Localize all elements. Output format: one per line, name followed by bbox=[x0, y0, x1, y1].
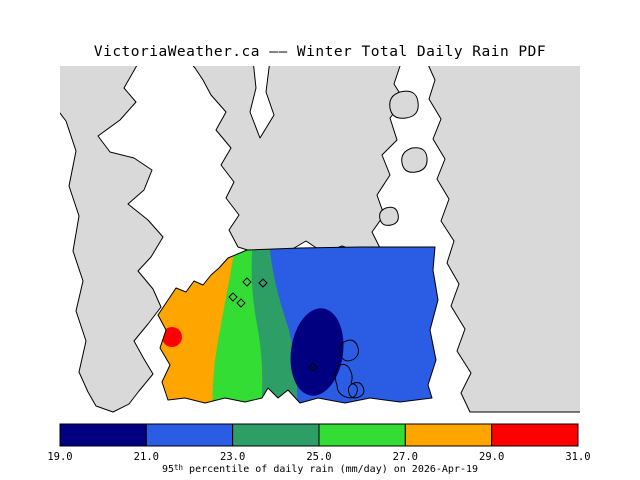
colorbar-frame bbox=[59, 423, 579, 447]
island-mid bbox=[401, 147, 428, 173]
colorbar-segment-21-23 bbox=[145, 423, 234, 447]
landmass-west bbox=[60, 66, 164, 413]
colorbar-caption: 95th percentile of daily rain (mm/day) o… bbox=[162, 463, 478, 475]
caption-rest: percentile of daily rain (mm/day) on 202… bbox=[183, 464, 478, 475]
lake-outlines bbox=[334, 339, 365, 399]
station-diamond-marker bbox=[242, 277, 252, 287]
caption-superscript: th bbox=[174, 463, 183, 472]
colorbar-segment-27-29 bbox=[404, 423, 493, 447]
lake-outline bbox=[334, 363, 358, 399]
colorbar-tick-label: 29.0 bbox=[479, 451, 504, 463]
colorbar-tick-label: 21.0 bbox=[134, 451, 159, 463]
colorbar-segment-25-27 bbox=[318, 423, 406, 447]
colorbar-segment-29-31 bbox=[491, 423, 579, 447]
colorbar-tick-label: 31.0 bbox=[565, 451, 590, 463]
colorbar-tick-label: 23.0 bbox=[220, 451, 245, 463]
plot-title: VictoriaWeather.ca —— Winter Total Daily… bbox=[94, 44, 546, 60]
landmass-peninsula bbox=[192, 66, 405, 254]
contour-min-pocket-19-21 bbox=[290, 308, 344, 396]
inlet-notch bbox=[249, 66, 275, 139]
station-diamond-marker bbox=[236, 298, 246, 308]
colorbar: 19.0 21.0 23.0 25.0 27.0 29.0 31.0 95th … bbox=[47, 423, 591, 475]
colorbar-segment-19-21 bbox=[59, 423, 147, 447]
caption-prefix: 95 bbox=[162, 464, 174, 475]
island-small bbox=[379, 206, 399, 226]
colorbar-segment-23-25 bbox=[232, 423, 320, 447]
colorbar-tick-label: 19.0 bbox=[47, 451, 72, 463]
contour-max-29-31 bbox=[162, 327, 182, 347]
colorbar-tick-labels: 19.0 21.0 23.0 25.0 27.0 29.0 31.0 bbox=[47, 451, 590, 463]
land-group bbox=[60, 66, 580, 413]
map-area bbox=[60, 66, 580, 413]
lake-outline bbox=[339, 339, 359, 362]
colorbar-tick-label: 27.0 bbox=[393, 451, 418, 463]
colorbar-tick-label: 25.0 bbox=[306, 451, 331, 463]
lake-outline bbox=[347, 382, 365, 399]
landmass-east bbox=[428, 66, 580, 413]
station-diamond-marker bbox=[308, 362, 318, 372]
station-diamond-marker bbox=[258, 278, 268, 288]
contour-region-outline bbox=[157, 246, 439, 404]
rain-contour-fills bbox=[158, 247, 438, 403]
station-diamond-marker bbox=[228, 292, 238, 302]
island-north bbox=[389, 90, 419, 119]
station-markers bbox=[228, 277, 318, 372]
